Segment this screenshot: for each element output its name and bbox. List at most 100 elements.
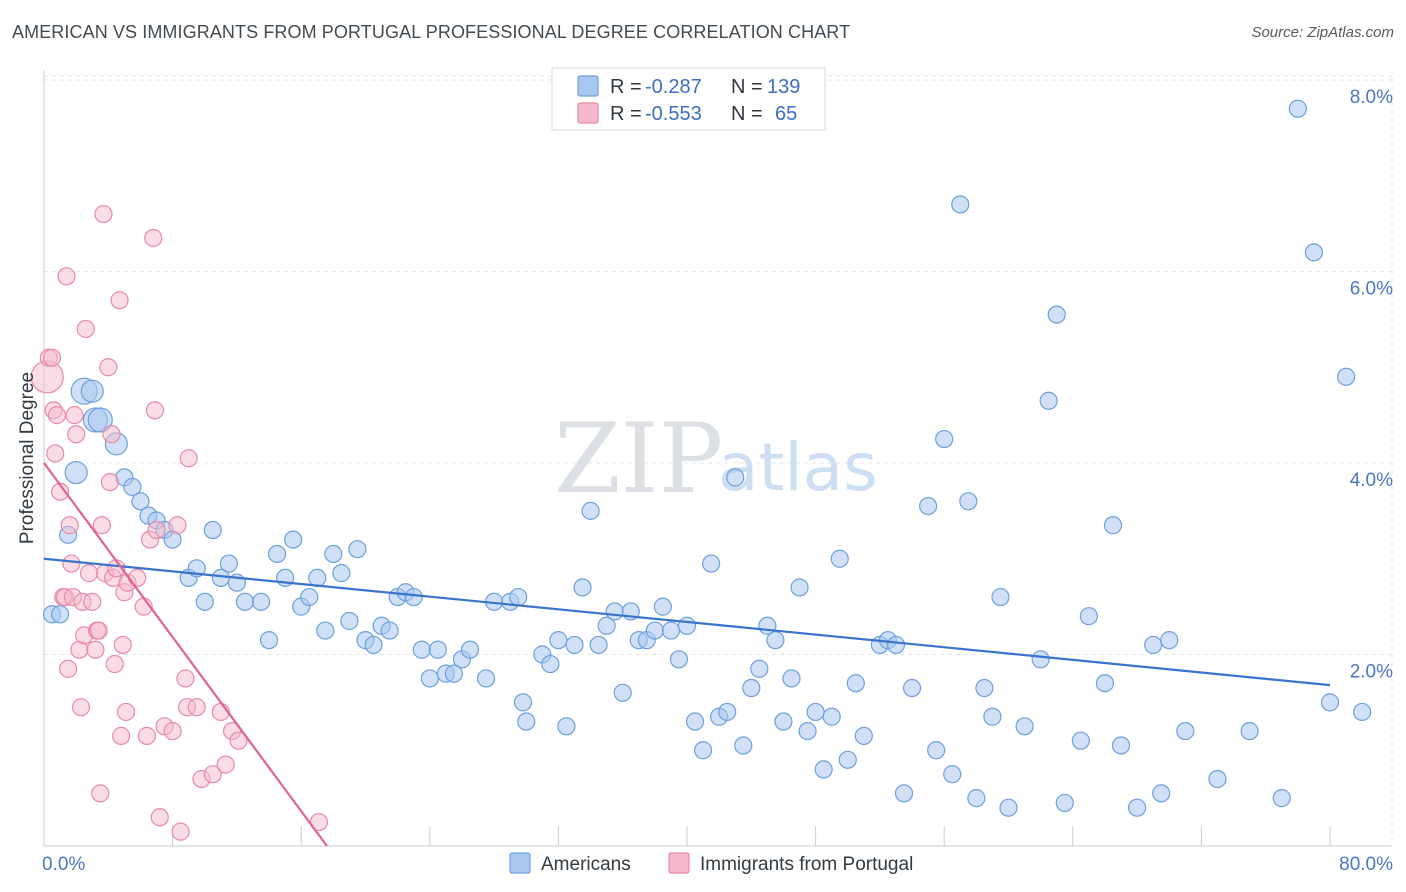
x-tick-label-0: 0.0% bbox=[42, 854, 85, 875]
legend-n-value-portugal: 65 bbox=[775, 103, 797, 125]
point-portugal-48 bbox=[147, 520, 166, 540]
point-portugal-38 bbox=[113, 635, 132, 655]
point-americans-136 bbox=[1353, 702, 1372, 722]
point-americans-112 bbox=[991, 587, 1010, 607]
y-axis-label: Professional Degree bbox=[17, 372, 38, 544]
point-portugal-37 bbox=[112, 726, 131, 745]
point-portugal-17 bbox=[71, 698, 91, 717]
point-americans-94 bbox=[830, 549, 849, 568]
point-americans-21 bbox=[219, 554, 238, 573]
legend-r-value-americans: -0.287 bbox=[645, 76, 702, 98]
legend-n-label-americans: N = bbox=[731, 76, 763, 98]
point-portugal-59 bbox=[203, 765, 222, 784]
point-americans-72 bbox=[653, 597, 672, 616]
legend-r-value-portugal: -0.553 bbox=[645, 103, 702, 125]
point-portugal-36 bbox=[110, 291, 129, 310]
point-portugal-27 bbox=[92, 516, 111, 535]
point-americans-60 bbox=[557, 717, 576, 736]
point-americans-71 bbox=[645, 621, 664, 640]
point-portugal-11 bbox=[60, 516, 79, 535]
point-americans-91 bbox=[806, 702, 825, 722]
point-americans-83 bbox=[742, 678, 761, 698]
legend-r-label-americans: R = bbox=[610, 76, 642, 98]
point-americans-55 bbox=[513, 693, 533, 712]
point-americans-90 bbox=[798, 721, 817, 741]
point-portugal-14 bbox=[65, 406, 84, 425]
point-americans-101 bbox=[894, 784, 914, 803]
point-americans-66 bbox=[605, 602, 624, 621]
y-tick-label-6: 6.0% bbox=[1350, 279, 1393, 300]
point-americans-26 bbox=[267, 544, 287, 564]
grid-lines bbox=[44, 70, 1393, 846]
point-americans-86 bbox=[766, 631, 785, 650]
point-americans-108 bbox=[959, 492, 978, 511]
point-americans-44 bbox=[412, 640, 431, 659]
point-americans-48 bbox=[444, 664, 464, 683]
legend-n-label-portugal: N = bbox=[731, 103, 763, 125]
point-americans-50 bbox=[460, 640, 480, 659]
point-portugal-63 bbox=[229, 731, 248, 750]
point-americans-130 bbox=[1240, 721, 1259, 741]
trend-line-portugal bbox=[43, 462, 328, 847]
point-americans-61 bbox=[565, 635, 584, 655]
point-americans-28 bbox=[284, 530, 303, 549]
point-americans-121 bbox=[1095, 674, 1115, 693]
point-americans-3 bbox=[64, 460, 88, 485]
point-americans-100 bbox=[886, 635, 906, 655]
point-americans-87 bbox=[774, 712, 793, 731]
point-americans-120 bbox=[1079, 607, 1098, 626]
legend-n-value-americans: 139 bbox=[767, 76, 800, 98]
point-americans-67 bbox=[613, 683, 632, 702]
point-americans-45 bbox=[420, 669, 439, 688]
point-americans-31 bbox=[308, 568, 327, 588]
series-americans-points bbox=[42, 99, 1372, 817]
watermark: ZIP atlas bbox=[554, 403, 878, 515]
point-portugal-22 bbox=[83, 592, 102, 611]
point-americans-92 bbox=[814, 760, 833, 779]
point-americans-96 bbox=[846, 674, 865, 693]
point-americans-89 bbox=[790, 578, 809, 597]
point-americans-10 bbox=[123, 477, 142, 497]
bottom-legend-swatch-americans bbox=[509, 852, 531, 874]
y-tick-label-2: 2.0% bbox=[1350, 662, 1393, 683]
chart-source: Source: ZipAtlas.com bbox=[1251, 24, 1394, 41]
point-portugal-54 bbox=[176, 669, 195, 688]
point-americans-106 bbox=[943, 765, 962, 784]
point-americans-76 bbox=[685, 712, 705, 731]
point-americans-78 bbox=[702, 554, 721, 573]
point-americans-32 bbox=[316, 621, 335, 640]
point-americans-40 bbox=[380, 621, 399, 640]
watermark-atlas: atlas bbox=[718, 429, 878, 506]
point-portugal-25 bbox=[89, 621, 108, 640]
point-americans-123 bbox=[1111, 736, 1131, 755]
point-americans-95 bbox=[838, 750, 857, 769]
point-portugal-52 bbox=[168, 516, 187, 535]
legend-r-label-portugal: R = bbox=[610, 103, 642, 125]
point-americans-65 bbox=[597, 616, 616, 635]
point-americans-80 bbox=[718, 702, 737, 722]
point-americans-102 bbox=[902, 678, 922, 698]
point-americans-73 bbox=[661, 621, 681, 640]
point-americans-88 bbox=[782, 669, 801, 688]
point-americans-59 bbox=[549, 631, 568, 650]
series-portugal-points bbox=[30, 204, 328, 841]
point-portugal-42 bbox=[128, 568, 147, 588]
legend-swatch-americans bbox=[577, 75, 599, 97]
point-americans-25 bbox=[259, 631, 279, 650]
point-americans-77 bbox=[693, 741, 713, 760]
point-portugal-9 bbox=[57, 267, 76, 286]
point-portugal-46 bbox=[144, 228, 163, 248]
point-americans-127 bbox=[1160, 631, 1179, 650]
point-portugal-2 bbox=[42, 348, 62, 367]
chart-title: AMERICAN VS IMMIGRANTS FROM PORTUGAL PRO… bbox=[12, 22, 851, 42]
watermark-zip: ZIP bbox=[554, 403, 723, 515]
point-portugal-30 bbox=[99, 358, 118, 377]
point-americans-97 bbox=[854, 726, 873, 745]
point-portugal-44 bbox=[137, 726, 156, 745]
point-americans-54 bbox=[509, 587, 528, 607]
point-americans-119 bbox=[1071, 731, 1090, 750]
point-americans-135 bbox=[1336, 367, 1356, 386]
legend-swatch-portugal bbox=[577, 102, 599, 124]
point-americans-131 bbox=[1272, 789, 1291, 808]
point-americans-124 bbox=[1127, 798, 1147, 817]
